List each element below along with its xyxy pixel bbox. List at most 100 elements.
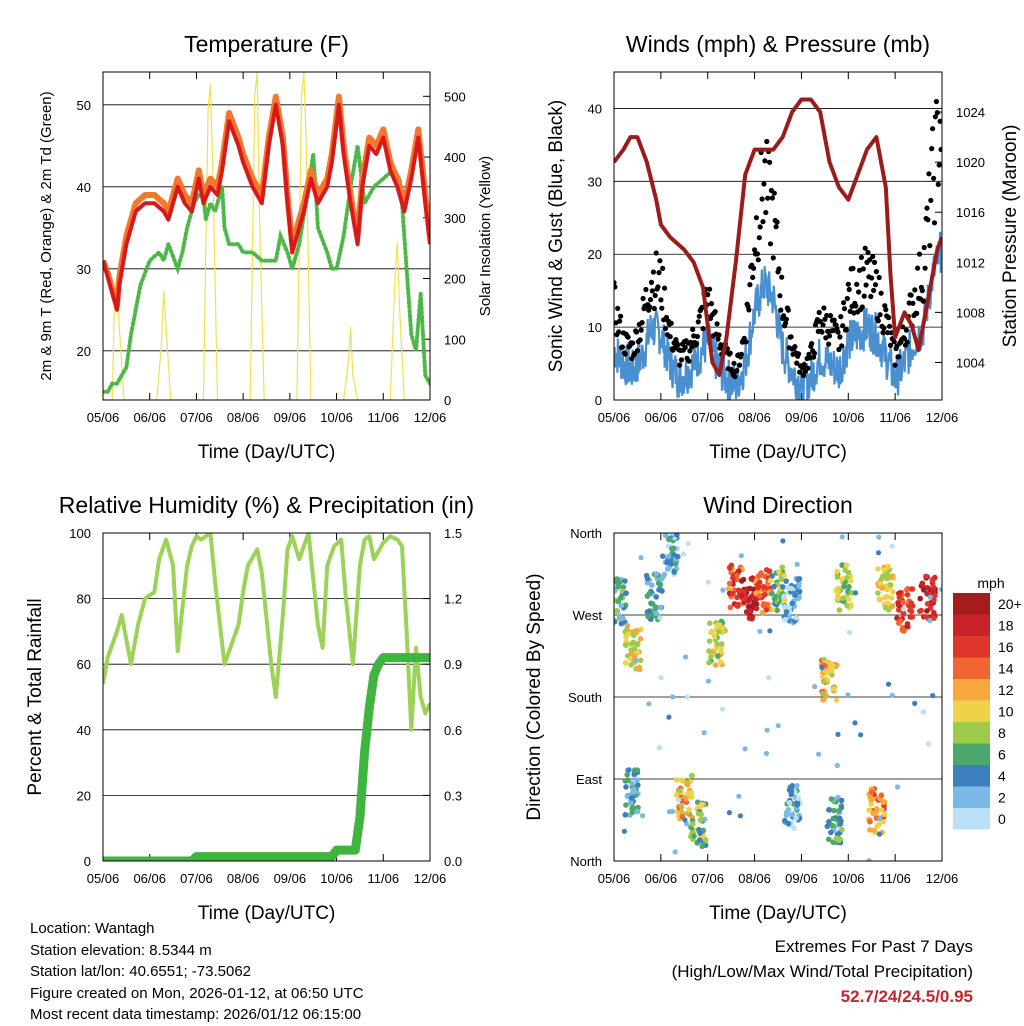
gust-point: [916, 251, 923, 257]
legend-swatch: [953, 722, 990, 744]
direction-point: [771, 583, 777, 590]
gust-point: [891, 339, 897, 345]
direction-point: [757, 628, 763, 634]
direction-point: [614, 607, 615, 611]
direction-point: [708, 653, 714, 660]
direction-point: [697, 837, 703, 843]
x-tick-label-3: 12/06: [414, 871, 447, 886]
direction-point: [837, 815, 843, 822]
direction-point: [684, 821, 690, 827]
legend-swatch: [953, 700, 990, 722]
y2-tick-label-2: 1012: [956, 255, 985, 270]
gust-point: [712, 309, 718, 315]
direction-point: [764, 727, 770, 733]
direction-point: [673, 792, 680, 798]
direction-point: [819, 665, 825, 671]
direction-point: [735, 568, 742, 574]
gust-point: [678, 357, 685, 363]
legend-label: 10: [998, 704, 1014, 720]
direction-point: [701, 730, 707, 736]
gust-point: [738, 351, 745, 357]
gust-point: [734, 368, 740, 374]
x-axis-label-3: Time (Day/UTC): [198, 903, 336, 924]
gust-point: [658, 297, 664, 303]
direction-point: [711, 633, 718, 640]
gust-point: [867, 257, 873, 263]
y2-tick-label-3: 0.0: [444, 854, 462, 869]
gust-point: [727, 350, 733, 356]
rh-series-group: [103, 533, 430, 861]
direction-point: [831, 685, 837, 692]
direction-point: [938, 586, 942, 593]
direction-point: [618, 620, 625, 627]
direction-point: [614, 587, 618, 594]
direction-point: [753, 605, 760, 612]
direction-point: [840, 595, 846, 601]
direction-point: [738, 592, 745, 599]
y-axis-label-3: Percent & Total Rainfall: [25, 598, 46, 795]
legend-swatch: [953, 636, 990, 658]
gust-point: [677, 362, 683, 368]
direction-point: [684, 694, 690, 700]
direction-point: [623, 802, 629, 808]
gust-point: [912, 287, 918, 293]
direction-point: [929, 578, 936, 584]
direction-point: [727, 604, 734, 611]
y-tick-label-3: 20: [77, 788, 91, 803]
gust-point: [800, 372, 806, 379]
direction-point: [666, 809, 673, 815]
extremes-box: Extremes For Past 7 Days (High/Low/Max W…: [672, 934, 973, 1009]
direction-point: [699, 843, 705, 850]
direction-point: [867, 818, 873, 825]
direction-point: [706, 648, 712, 654]
direction-point: [652, 605, 659, 612]
direction-point: [931, 588, 937, 594]
gust-point: [833, 322, 839, 328]
gust-point: [657, 258, 663, 264]
direction-point: [624, 772, 630, 778]
direction-point: [912, 700, 918, 707]
direction-point: [791, 825, 797, 831]
direction-point: [874, 823, 880, 830]
direction-point: [866, 858, 872, 861]
gust-point: [841, 306, 848, 312]
direction-point: [685, 541, 691, 547]
gust-point: [716, 332, 722, 338]
direction-point: [698, 801, 705, 808]
gust-point: [809, 341, 815, 347]
y-tick-label-2: 10: [588, 320, 602, 335]
x-tick-label-1: 10/06: [320, 410, 353, 425]
direction-point: [852, 590, 859, 596]
direction-point: [919, 580, 926, 587]
direction-point: [875, 590, 881, 596]
y2-tick-label-1: 200: [444, 272, 466, 287]
direction-point: [653, 571, 659, 577]
legend-label: 6: [998, 747, 1006, 763]
gust-point: [863, 282, 869, 288]
gust-point: [840, 323, 846, 329]
direction-point: [847, 578, 854, 584]
x-tick-label-4: 08/06: [738, 871, 771, 886]
direction-point: [782, 604, 788, 610]
y-tick-label-1: 40: [77, 180, 91, 195]
direction-point: [608, 588, 614, 594]
direction-point: [730, 575, 736, 581]
direction-point: [835, 592, 841, 599]
direction-point: [748, 575, 755, 582]
y2-tick-label-2: 1016: [956, 205, 985, 220]
precip-line: [103, 653, 430, 861]
legend-label: 16: [998, 639, 1014, 655]
direction-point: [671, 552, 678, 558]
gust-point: [826, 333, 833, 339]
gust-point: [640, 295, 646, 302]
gust-point: [615, 305, 621, 311]
direction-point: [620, 584, 627, 590]
direction-point: [671, 569, 677, 575]
direction-point: [830, 839, 836, 846]
gust-point: [811, 354, 817, 360]
direction-point: [781, 572, 787, 579]
rh-line: [103, 533, 430, 732]
direction-point: [769, 606, 776, 613]
gust-point: [819, 329, 825, 335]
direction-point: [870, 810, 876, 817]
